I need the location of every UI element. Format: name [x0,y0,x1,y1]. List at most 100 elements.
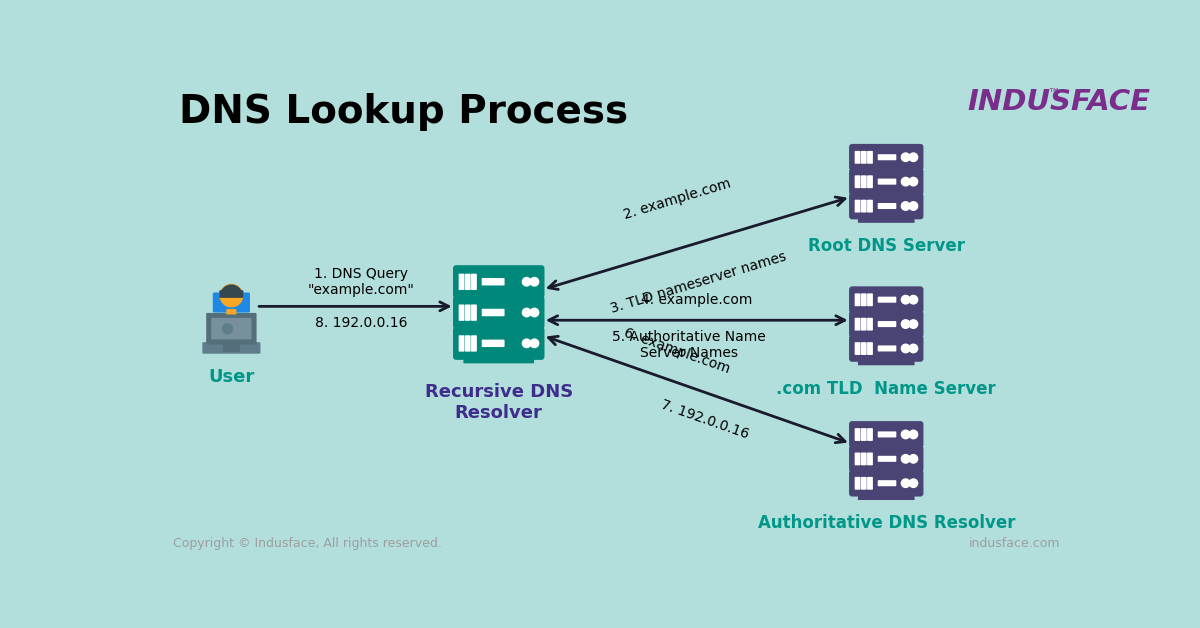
FancyBboxPatch shape [854,200,860,212]
Circle shape [901,295,910,304]
FancyBboxPatch shape [850,421,924,448]
FancyBboxPatch shape [860,477,866,490]
FancyBboxPatch shape [854,151,860,164]
FancyBboxPatch shape [877,480,896,486]
FancyBboxPatch shape [481,278,504,286]
FancyBboxPatch shape [868,318,872,330]
Circle shape [901,202,910,210]
FancyBboxPatch shape [858,495,914,500]
FancyBboxPatch shape [463,359,534,364]
FancyBboxPatch shape [458,335,464,352]
FancyBboxPatch shape [854,318,860,330]
Text: Copyright © Indusface, All rights reserved.: Copyright © Indusface, All rights reserv… [173,537,442,550]
Text: DNS Lookup Process: DNS Lookup Process [180,93,629,131]
Circle shape [530,308,539,317]
FancyBboxPatch shape [868,293,872,306]
FancyBboxPatch shape [472,305,476,321]
Circle shape [901,320,910,328]
FancyBboxPatch shape [481,309,504,317]
Text: indusface.com: indusface.com [970,537,1061,550]
Text: Root DNS Server: Root DNS Server [808,237,965,255]
FancyBboxPatch shape [464,335,470,352]
FancyBboxPatch shape [868,342,872,355]
Circle shape [910,430,918,439]
FancyBboxPatch shape [860,175,866,188]
FancyBboxPatch shape [850,311,924,337]
FancyBboxPatch shape [877,203,896,209]
FancyBboxPatch shape [860,200,866,212]
FancyBboxPatch shape [877,296,896,303]
Circle shape [910,455,918,463]
Text: INDUSFACE: INDUSFACE [967,88,1151,116]
FancyBboxPatch shape [223,344,240,352]
Circle shape [901,455,910,463]
FancyBboxPatch shape [472,274,476,290]
FancyBboxPatch shape [220,290,244,298]
FancyBboxPatch shape [227,309,236,315]
FancyBboxPatch shape [877,178,896,185]
FancyBboxPatch shape [850,193,924,219]
FancyBboxPatch shape [860,318,866,330]
FancyBboxPatch shape [868,151,872,164]
Circle shape [522,308,530,317]
Text: 5. Authoritative Name
Server Names: 5. Authoritative Name Server Names [612,330,766,360]
Circle shape [522,278,530,286]
Circle shape [901,177,910,186]
Circle shape [522,339,530,347]
FancyBboxPatch shape [860,151,866,164]
FancyBboxPatch shape [877,154,896,160]
FancyBboxPatch shape [854,477,860,490]
FancyBboxPatch shape [877,321,896,327]
FancyBboxPatch shape [481,340,504,347]
Text: 4. example.com: 4. example.com [641,293,752,307]
FancyBboxPatch shape [854,428,860,441]
FancyBboxPatch shape [464,274,470,290]
Circle shape [901,153,910,161]
Text: 8. 192.0.0.16: 8. 192.0.0.16 [314,317,408,330]
FancyBboxPatch shape [472,335,476,352]
Circle shape [910,479,918,487]
FancyBboxPatch shape [860,293,866,306]
FancyBboxPatch shape [858,218,914,223]
FancyBboxPatch shape [850,335,924,362]
FancyBboxPatch shape [854,453,860,465]
FancyBboxPatch shape [211,318,252,340]
FancyBboxPatch shape [458,305,464,321]
FancyBboxPatch shape [868,477,872,490]
FancyBboxPatch shape [868,453,872,465]
Text: 3. TLD nameserver names: 3. TLD nameserver names [608,249,788,316]
FancyBboxPatch shape [454,296,545,329]
FancyBboxPatch shape [868,175,872,188]
FancyBboxPatch shape [858,360,914,365]
FancyBboxPatch shape [854,175,860,188]
Text: Recursive DNS
Resolver: Recursive DNS Resolver [425,383,572,422]
Circle shape [530,339,539,347]
FancyBboxPatch shape [206,313,257,345]
FancyBboxPatch shape [877,431,896,438]
FancyBboxPatch shape [454,265,545,298]
FancyBboxPatch shape [203,342,260,354]
FancyBboxPatch shape [850,445,924,472]
Text: User: User [209,368,254,386]
FancyBboxPatch shape [868,428,872,441]
FancyBboxPatch shape [850,168,924,195]
FancyBboxPatch shape [850,144,924,171]
FancyBboxPatch shape [854,293,860,306]
Circle shape [901,344,910,353]
Circle shape [222,323,233,333]
FancyBboxPatch shape [850,470,924,497]
Text: .com TLD  Name Server: .com TLD Name Server [776,379,996,398]
Text: Authoritative DNS Resolver: Authoritative DNS Resolver [757,514,1015,533]
Text: 1. DNS Query
"example.com": 1. DNS Query "example.com" [307,267,415,297]
FancyBboxPatch shape [464,305,470,321]
Text: 6. example.com: 6. example.com [623,325,732,376]
FancyBboxPatch shape [877,345,896,352]
FancyBboxPatch shape [860,453,866,465]
FancyBboxPatch shape [458,274,464,290]
Circle shape [530,278,539,286]
Wedge shape [220,284,242,296]
Circle shape [901,430,910,439]
FancyBboxPatch shape [877,456,896,462]
FancyBboxPatch shape [868,200,872,212]
Circle shape [910,344,918,353]
